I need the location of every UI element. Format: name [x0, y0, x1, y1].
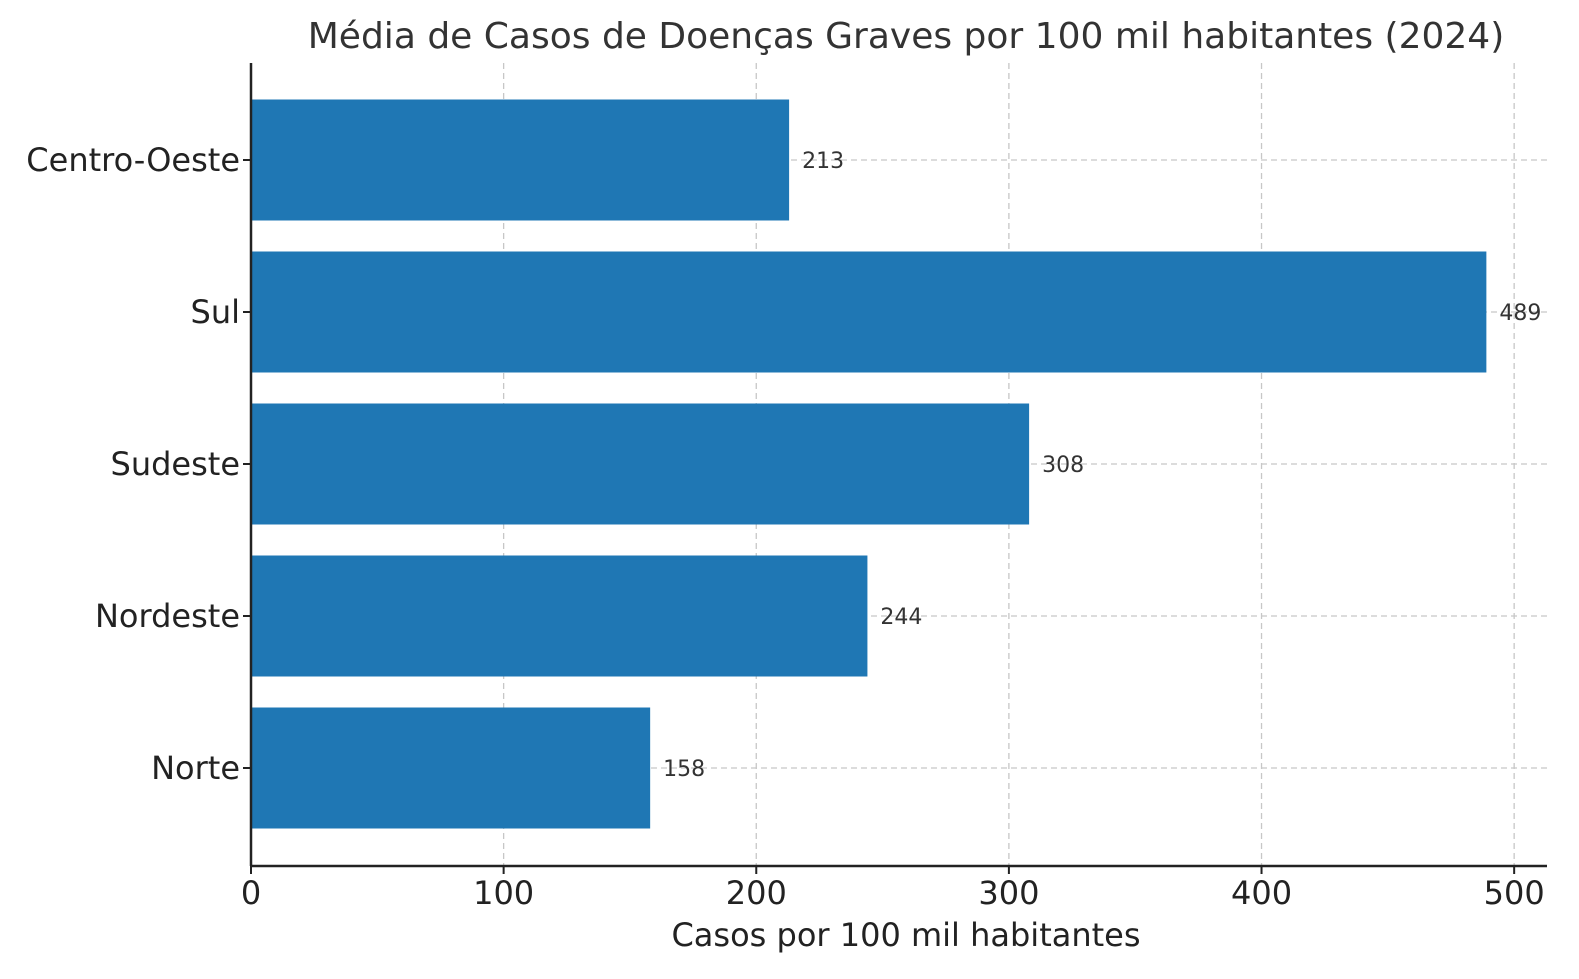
y-tick-label: Centro-Oeste [26, 141, 240, 179]
bar-centro-oeste [251, 99, 790, 221]
bar-value-label: 489 [1499, 301, 1541, 326]
bar-value-label: 308 [1042, 453, 1084, 478]
chart-title: Média de Casos de Doenças Graves por 100… [308, 16, 1505, 57]
x-tick-label: 300 [978, 874, 1039, 912]
y-tick-label: Nordeste [95, 597, 240, 635]
bar-value-label: 213 [802, 149, 844, 174]
y-tick-label: Sudeste [111, 445, 241, 483]
x-tick-label: 400 [1231, 874, 1292, 912]
bar-value-label: 158 [663, 757, 705, 782]
x-tick-label: 200 [726, 874, 787, 912]
bar-nordeste [251, 555, 868, 677]
data-labels: 213 489 308 244 158 [663, 149, 1541, 782]
x-axis-label: Casos por 100 mil habitantes [671, 916, 1140, 954]
x-tick-label: 0 [241, 874, 261, 912]
bar-value-label: 244 [880, 605, 922, 630]
ticks: 0 100 200 300 400 500 Centro-Oeste Sul Sudeste No… [26, 141, 1544, 912]
bar-sudeste [251, 403, 1030, 525]
bar-norte [251, 707, 651, 829]
x-tick-label: 500 [1484, 874, 1545, 912]
bar-sul [251, 251, 1487, 373]
y-tick-label: Norte [151, 749, 240, 787]
bars [251, 99, 1487, 829]
x-tick-label: 100 [473, 874, 534, 912]
y-tick-label: Sul [191, 293, 240, 331]
